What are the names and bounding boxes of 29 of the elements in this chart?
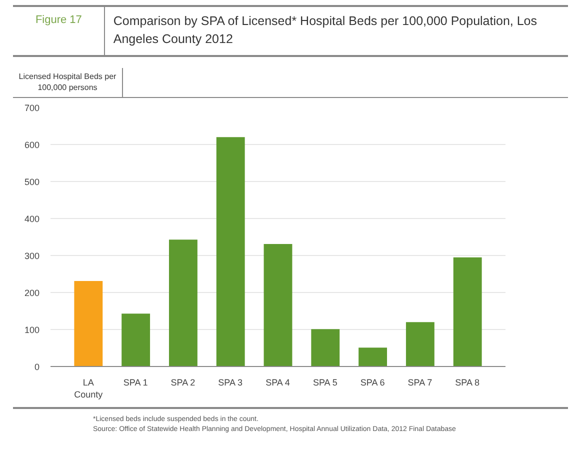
chart-title: Comparison by SPA of Licensed* Hospital Beds per 100,000 Population, Los Angeles County 2012 (112, 13, 538, 48)
y-tick-label: 300 (24, 251, 40, 261)
bar (168, 240, 198, 366)
bar (122, 314, 150, 366)
y-tick-label: 500 (24, 177, 40, 187)
bar (358, 348, 388, 366)
x-tick-label: SPA 3 (218, 378, 243, 388)
x-tick-label: SPA 8 (455, 378, 480, 388)
y-tick-label: 100 (24, 325, 40, 335)
bar (406, 322, 434, 366)
bar (74, 281, 103, 366)
y-tick-label: 700 (24, 103, 40, 113)
x-tick-label: SPA 4 (266, 378, 290, 388)
bar (264, 244, 292, 366)
caption: Figure 17 (13, 7, 106, 55)
bar (453, 257, 482, 366)
bar (216, 137, 245, 366)
x-tick-label: SPA 2 (170, 378, 196, 388)
y-axis-title: Licensed Hospital Beds per 100,000 persons (13, 68, 123, 97)
y-tick-label: 200 (24, 288, 40, 298)
y-tick-label: 400 (24, 214, 40, 224)
y-tick-label: 0 (34, 362, 40, 372)
bar (311, 329, 340, 366)
x-tick-label: SPA 7 (408, 378, 432, 388)
x-tick-label: SPA 6 (360, 378, 385, 388)
x-tick-label: LA County (74, 378, 104, 400)
x-tick-label: SPA 5 (312, 378, 338, 388)
x-tick-label: SPA 1 (123, 378, 148, 388)
y-tick-label: 600 (24, 140, 40, 150)
